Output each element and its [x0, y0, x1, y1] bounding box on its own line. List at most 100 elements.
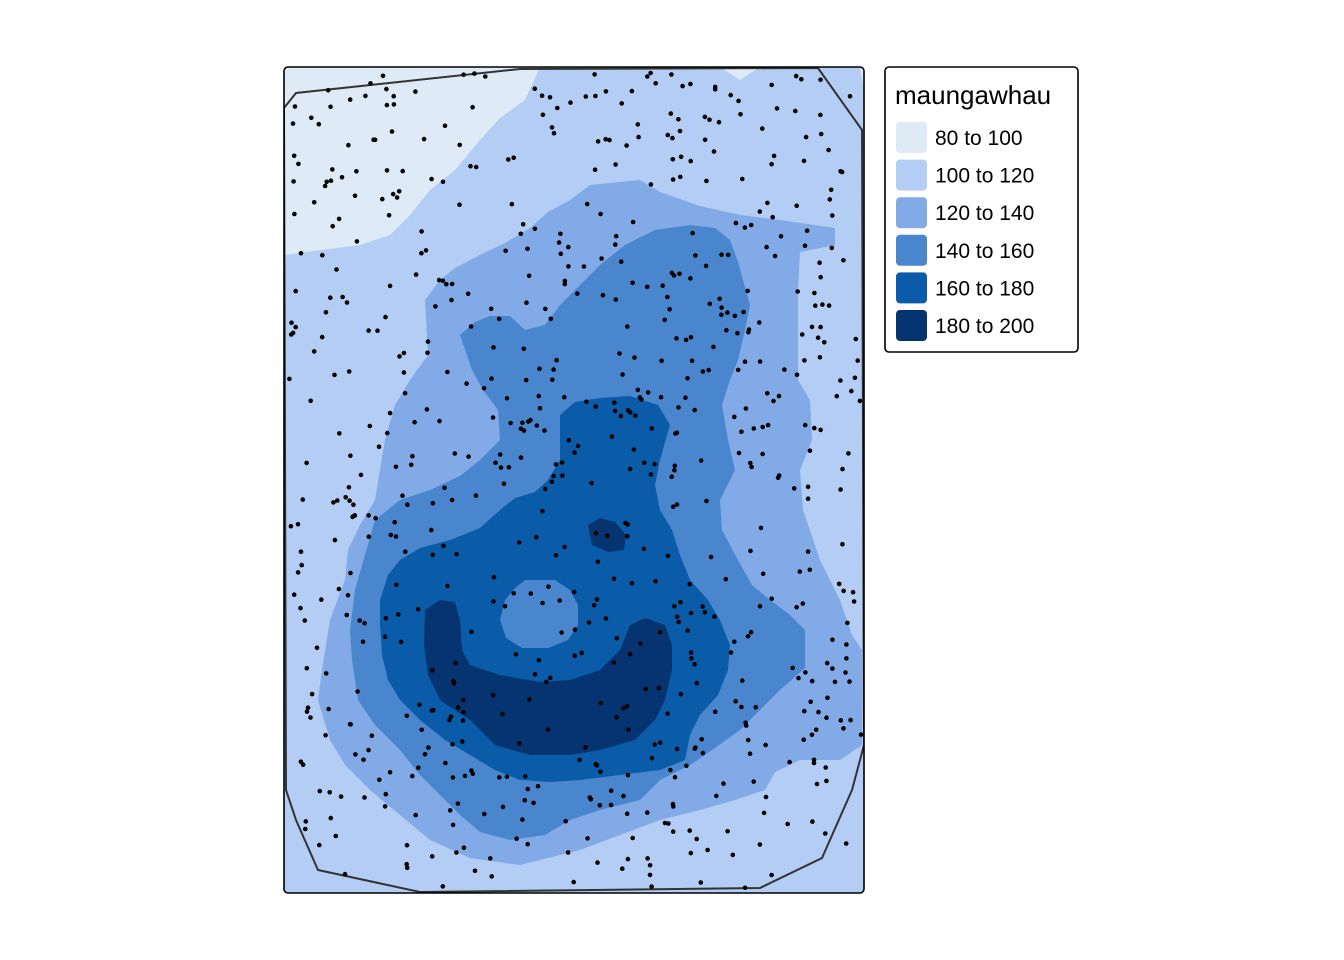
sample-point	[401, 370, 407, 375]
sample-point	[666, 821, 671, 826]
sample-point	[351, 502, 356, 508]
sample-point	[566, 264, 571, 269]
sample-point	[562, 544, 567, 550]
sample-point	[404, 861, 410, 867]
sample-point	[688, 850, 694, 856]
sample-point	[540, 508, 545, 514]
sample-point	[630, 835, 635, 841]
sample-point	[358, 472, 364, 478]
sample-point	[460, 718, 466, 723]
sample-point	[672, 774, 678, 780]
sample-point	[693, 253, 698, 258]
sample-point	[742, 885, 748, 891]
sample-point	[733, 220, 739, 226]
sample-point	[516, 540, 522, 545]
sample-point	[496, 316, 502, 322]
sample-point	[809, 732, 815, 738]
sample-point	[296, 161, 301, 167]
sample-point	[330, 223, 336, 229]
sample-point	[354, 169, 359, 174]
sample-point	[809, 324, 815, 330]
sample-point	[838, 487, 843, 492]
sample-point	[693, 745, 698, 750]
sample-point	[841, 588, 846, 594]
sample-point	[433, 304, 438, 309]
sample-point	[757, 320, 762, 325]
sample-point	[366, 747, 371, 753]
sample-point	[838, 378, 843, 383]
sample-point	[584, 399, 589, 405]
sample-point	[818, 324, 823, 330]
sample-point	[295, 570, 301, 575]
sample-point	[707, 301, 713, 307]
sample-point	[362, 620, 367, 626]
sample-point	[712, 614, 717, 619]
sample-point	[290, 121, 296, 126]
sample-point	[760, 451, 765, 457]
sample-point	[598, 700, 604, 706]
sample-point	[687, 581, 692, 587]
sample-point	[300, 762, 306, 767]
sample-point	[465, 291, 471, 297]
sample-point	[593, 404, 598, 409]
legend-swatch	[896, 197, 927, 229]
sample-point	[785, 821, 790, 827]
sample-point	[333, 833, 339, 839]
sample-point	[353, 752, 358, 757]
sample-point	[472, 71, 477, 76]
sample-point	[382, 634, 388, 639]
sample-point	[419, 229, 424, 234]
sample-point	[320, 252, 325, 258]
sample-point	[423, 248, 429, 253]
sample-point	[298, 251, 304, 256]
sample-point	[677, 271, 682, 277]
sample-point	[501, 481, 507, 487]
sample-point	[827, 197, 833, 202]
sample-point	[689, 358, 695, 364]
sample-point	[688, 335, 694, 340]
sample-point	[328, 104, 333, 110]
sample-point	[436, 277, 442, 283]
sample-point	[625, 522, 631, 527]
sample-point	[525, 841, 530, 847]
sample-point	[825, 695, 830, 701]
sample-point	[309, 691, 315, 697]
sample-point	[454, 551, 459, 557]
sample-point	[502, 603, 508, 609]
sample-point	[688, 276, 693, 281]
sample-point	[289, 320, 294, 326]
sample-point	[667, 307, 672, 312]
sample-point	[826, 147, 831, 153]
sample-point	[362, 795, 367, 800]
sample-point	[678, 599, 683, 605]
sample-point	[442, 485, 447, 491]
sample-point	[678, 174, 683, 180]
sample-point	[826, 303, 832, 308]
convex-hull-outline	[284, 67, 864, 893]
sample-point	[336, 216, 342, 222]
sample-point	[339, 175, 345, 180]
sample-point	[497, 775, 502, 780]
sample-point	[811, 760, 817, 766]
sample-point	[739, 704, 744, 710]
sample-point	[613, 162, 618, 167]
sample-point	[636, 134, 641, 140]
sample-point	[343, 495, 349, 500]
sample-point	[723, 576, 729, 582]
sample-point	[430, 501, 436, 506]
sample-point	[680, 83, 685, 89]
sample-point	[625, 533, 630, 539]
sample-point	[397, 354, 402, 359]
sample-point	[613, 297, 619, 302]
sample-point	[629, 581, 635, 586]
sample-point	[394, 582, 399, 588]
sample-point	[674, 614, 680, 619]
sample-point	[342, 871, 348, 877]
sample-point	[757, 603, 763, 609]
sample-point	[518, 231, 524, 237]
sample-point	[302, 618, 308, 623]
sample-point	[802, 422, 808, 428]
sample-point	[445, 583, 450, 589]
legend-swatch	[896, 122, 927, 153]
sample-point	[678, 154, 684, 160]
